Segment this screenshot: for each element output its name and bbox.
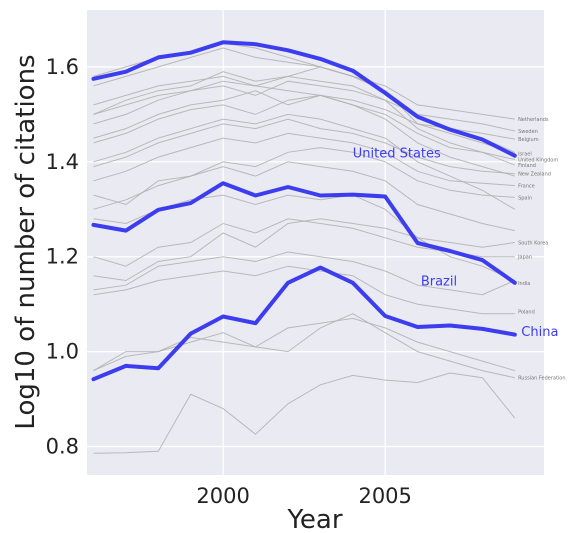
x-tick-label: 2005: [358, 484, 411, 508]
y-tick-label: 1.2: [46, 245, 79, 269]
highlight-label-united-states: United States: [353, 146, 441, 161]
end-label-finland: Finland: [518, 163, 536, 169]
series-line-russia: [93, 265, 515, 315]
series-line-spain: [93, 147, 515, 210]
series-line-italy: [93, 113, 516, 210]
y-tick-label: 1.0: [46, 340, 79, 364]
highlight-labels: United States Brazil China: [353, 146, 559, 340]
series-line-finland: [93, 94, 515, 166]
series-line-iran: [93, 372, 516, 454]
end-label-united-kingdom: United Kingdom: [518, 157, 558, 163]
grid-lines: [87, 10, 544, 475]
series-line-new-zealand: [93, 118, 515, 175]
end-label-russian-federation: Russian Federation: [518, 376, 565, 382]
end-label-sweden: Sweden: [518, 129, 538, 135]
series-line-united-states: [91, 40, 517, 158]
y-tick-label: 1.6: [46, 55, 79, 79]
series-line-india: [93, 317, 515, 372]
axis-ticks: 0.8 1.0 1.2 1.4 1.6 2000 2005: [46, 55, 412, 508]
series-line-china: [91, 265, 517, 382]
y-axis-title: Log10 of number of citations: [11, 54, 41, 429]
series-line-netherlands: [93, 66, 515, 120]
end-label-japan: Japan: [517, 255, 532, 261]
end-label-india: India: [518, 281, 530, 287]
highlight-label-china: China: [521, 325, 558, 340]
series-line-brazil: [91, 181, 517, 285]
highlighted-series: [91, 40, 517, 382]
end-label-spain: Spain: [518, 195, 532, 201]
highlight-label-brazil: Brazil: [421, 274, 457, 289]
end-label-new-zealand: New Zealand: [518, 172, 551, 178]
series-line-canada: [93, 75, 515, 177]
series-line-france: [93, 132, 515, 187]
series-line-russian-federation: [93, 313, 515, 379]
series-line-poland: [93, 251, 516, 296]
y-tick-label: 0.8: [46, 435, 79, 459]
end-label-france: France: [518, 184, 535, 190]
x-tick-label: 2000: [196, 484, 249, 508]
end-label-israel: Israel: [518, 151, 532, 157]
end-label-belgium: Belgium: [518, 137, 539, 143]
series-line-japan: [93, 161, 515, 232]
y-tick-label: 1.4: [46, 150, 79, 174]
series-line-united-kingdom: [93, 75, 515, 160]
series-line-israel: [93, 47, 515, 154]
end-label-netherlands: Netherlands: [518, 117, 549, 123]
plot-background: [87, 10, 544, 475]
series-line-sweden: [93, 80, 515, 132]
end-label-south-korea: South Korea: [518, 241, 548, 247]
end-label-poland: Poland: [518, 309, 535, 315]
x-axis-title: Year: [286, 505, 342, 533]
